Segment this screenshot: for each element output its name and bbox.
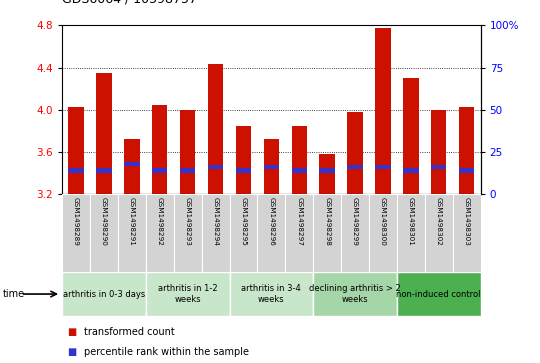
Bar bbox=[425, 194, 453, 272]
Text: GSM1498300: GSM1498300 bbox=[380, 196, 386, 245]
Text: GSM1498301: GSM1498301 bbox=[408, 196, 414, 245]
Bar bbox=[258, 194, 285, 272]
Bar bbox=[236, 126, 251, 194]
Text: GSM1498297: GSM1498297 bbox=[296, 196, 302, 245]
Text: GSM1498295: GSM1498295 bbox=[240, 196, 246, 245]
Bar bbox=[96, 73, 112, 194]
Text: GSM1498291: GSM1498291 bbox=[129, 196, 135, 245]
Bar bbox=[431, 110, 447, 194]
Text: GSM1498298: GSM1498298 bbox=[324, 196, 330, 245]
Bar bbox=[369, 194, 397, 272]
Text: GSM1498292: GSM1498292 bbox=[157, 196, 163, 245]
Bar bbox=[459, 107, 474, 194]
Text: GSM1498290: GSM1498290 bbox=[101, 196, 107, 245]
Bar bbox=[208, 65, 223, 194]
Bar bbox=[264, 139, 279, 194]
Bar bbox=[236, 168, 251, 173]
Bar bbox=[208, 165, 223, 169]
Text: percentile rank within the sample: percentile rank within the sample bbox=[84, 347, 249, 357]
Bar bbox=[320, 154, 335, 194]
Bar bbox=[118, 194, 146, 272]
Bar bbox=[264, 165, 279, 169]
Bar bbox=[180, 110, 195, 194]
Bar bbox=[375, 165, 390, 169]
Bar bbox=[341, 194, 369, 272]
Text: GSM1498299: GSM1498299 bbox=[352, 196, 358, 245]
Bar bbox=[201, 194, 229, 272]
Text: GSM1498296: GSM1498296 bbox=[268, 196, 274, 245]
Bar bbox=[124, 139, 139, 194]
Bar bbox=[62, 194, 90, 272]
Bar bbox=[90, 194, 118, 272]
Bar bbox=[313, 194, 341, 272]
Text: transformed count: transformed count bbox=[84, 327, 174, 337]
Bar bbox=[375, 28, 390, 194]
Bar bbox=[292, 126, 307, 194]
Bar bbox=[403, 168, 418, 173]
Bar bbox=[152, 168, 167, 173]
Bar bbox=[124, 162, 139, 166]
Bar bbox=[397, 194, 425, 272]
Text: non-induced control: non-induced control bbox=[396, 290, 481, 298]
Bar bbox=[431, 165, 447, 169]
Text: time: time bbox=[3, 289, 25, 299]
Bar bbox=[180, 168, 195, 173]
Text: GSM1498294: GSM1498294 bbox=[213, 196, 219, 245]
Bar bbox=[62, 272, 146, 316]
Bar bbox=[347, 112, 363, 194]
Bar bbox=[453, 194, 481, 272]
Text: arthritis in 0-3 days: arthritis in 0-3 days bbox=[63, 290, 145, 298]
Bar bbox=[96, 168, 112, 173]
Bar bbox=[174, 194, 201, 272]
Bar bbox=[230, 272, 313, 316]
Bar bbox=[69, 168, 84, 173]
Text: ■: ■ bbox=[68, 347, 77, 357]
Bar bbox=[459, 168, 474, 173]
Bar bbox=[397, 272, 481, 316]
Bar bbox=[403, 78, 418, 194]
Bar bbox=[69, 107, 84, 194]
Bar bbox=[285, 194, 313, 272]
Bar bbox=[230, 194, 258, 272]
Text: ■: ■ bbox=[68, 327, 77, 337]
Bar bbox=[146, 272, 230, 316]
Text: GSM1498303: GSM1498303 bbox=[464, 196, 470, 245]
Text: declining arthritis > 2
weeks: declining arthritis > 2 weeks bbox=[309, 284, 401, 304]
Text: GSM1498302: GSM1498302 bbox=[436, 196, 442, 245]
Bar bbox=[152, 105, 167, 194]
Bar bbox=[320, 168, 335, 173]
Bar bbox=[313, 272, 397, 316]
Text: arthritis in 3-4
weeks: arthritis in 3-4 weeks bbox=[241, 284, 301, 304]
Text: GSM1498293: GSM1498293 bbox=[185, 196, 191, 245]
Bar bbox=[347, 165, 363, 169]
Bar bbox=[292, 168, 307, 173]
Bar bbox=[146, 194, 174, 272]
Text: arthritis in 1-2
weeks: arthritis in 1-2 weeks bbox=[158, 284, 218, 304]
Text: GSM1498289: GSM1498289 bbox=[73, 196, 79, 245]
Text: GDS6064 / 10598757: GDS6064 / 10598757 bbox=[62, 0, 197, 5]
